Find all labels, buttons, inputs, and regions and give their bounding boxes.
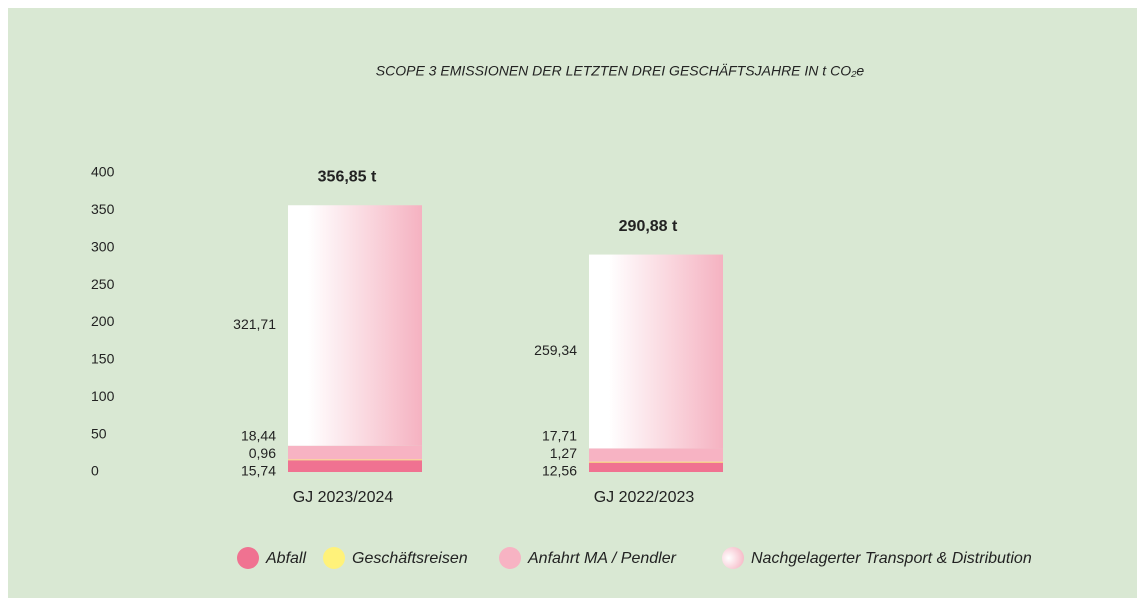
y-tick-label: 250	[91, 276, 115, 292]
bar-segment	[589, 448, 723, 462]
legend-swatch	[237, 547, 259, 569]
y-tick-label: 50	[91, 425, 107, 441]
y-tick-label: 350	[91, 201, 115, 217]
legend-swatch	[499, 547, 521, 569]
value-label: 18,44	[241, 428, 276, 444]
bar-segment	[589, 461, 723, 463]
y-tick-label: 200	[91, 313, 115, 329]
value-label: 17,71	[542, 428, 577, 444]
value-label: 1,27	[550, 445, 577, 461]
x-tick-label: GJ 2023/2024	[293, 489, 394, 506]
legend-label: Abfall	[265, 550, 306, 567]
bar-segment	[589, 462, 723, 472]
value-label: 321,71	[233, 316, 276, 332]
bar-segment	[288, 460, 422, 472]
chart-title: SCOPE 3 EMISSIONEN DER LETZTEN DREI GESC…	[376, 63, 865, 79]
value-label: 15,74	[241, 463, 276, 479]
legend-swatch	[722, 547, 744, 569]
y-tick-label: 100	[91, 388, 115, 404]
legend-label: Geschäftsreisen	[352, 550, 468, 567]
x-tick-label: GJ 2022/2023	[594, 489, 695, 506]
legend-swatch	[323, 547, 345, 569]
y-tick-label: 0	[91, 463, 99, 479]
value-label: 12,56	[542, 463, 577, 479]
legend-label: Anfahrt MA / Pendler	[527, 550, 677, 567]
value-label: 0,96	[249, 445, 276, 461]
background	[8, 8, 1137, 598]
bar-segment	[288, 459, 422, 461]
bar-segment	[288, 445, 422, 460]
value-label: 259,34	[534, 342, 577, 358]
bar-segment	[589, 254, 723, 449]
bar-segment	[288, 205, 422, 446]
y-tick-label: 400	[91, 164, 115, 180]
total-label: 290,88 t	[619, 218, 678, 235]
legend-label: Nachgelagerter Transport & Distribution	[751, 550, 1032, 567]
y-tick-label: 300	[91, 238, 115, 254]
y-tick-label: 150	[91, 351, 115, 367]
total-label: 356,85 t	[318, 168, 377, 185]
